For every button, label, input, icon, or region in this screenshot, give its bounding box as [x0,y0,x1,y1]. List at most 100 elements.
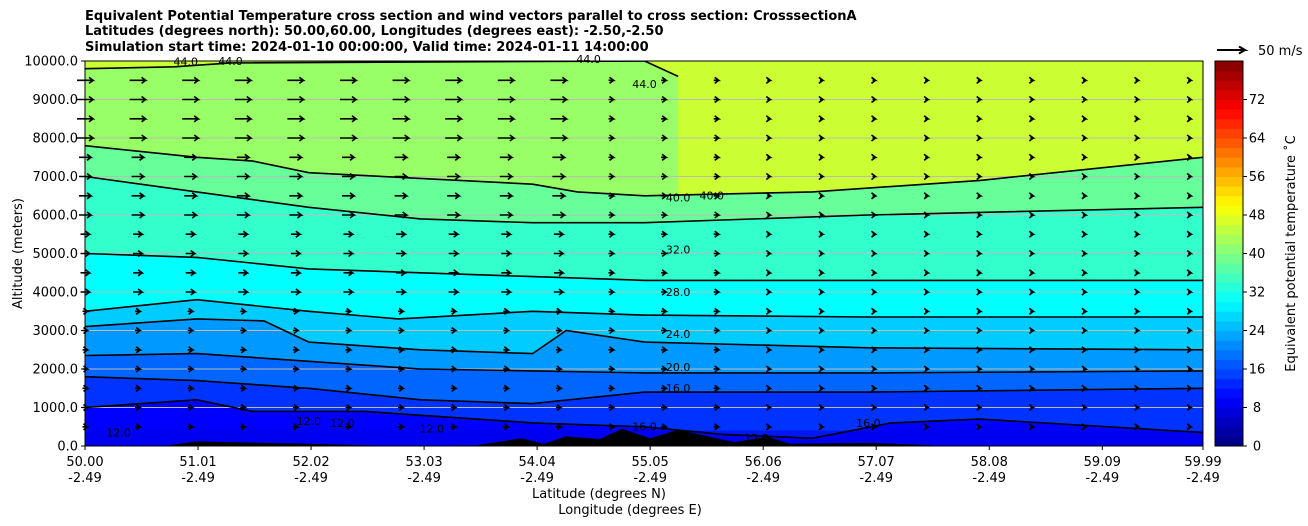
wind-vector [818,76,826,84]
wind-vector [661,192,669,200]
wind-vector [1081,115,1089,123]
wind-vector [240,423,248,431]
wind-vector [234,115,254,123]
contour-lines [85,61,1203,440]
wind-vector [342,153,357,161]
wind-vector [398,346,406,354]
wind-vector [1028,423,1036,431]
wind-vector [1081,172,1089,181]
wind-vector [184,192,199,200]
wind-vector [976,115,984,123]
colorbar-segment [1215,397,1243,409]
wind-vector [345,346,353,354]
wind-vector [499,153,515,161]
y-tick-label: 8000.0 [33,132,79,147]
wind-vector [1081,249,1089,258]
wind-vector [976,307,984,315]
contour-line-40 [85,144,1203,197]
colorbar-tick-label: 48 [1249,209,1266,224]
colorbar-segment [1215,176,1243,187]
wind-vector [1081,423,1089,431]
wind-vector [871,172,878,181]
wind-vector [292,346,301,354]
wind-vector [396,249,408,258]
contour-line-28 [85,298,1203,320]
wind-vector [818,346,826,354]
contour-label: 40.0 [699,190,724,203]
wind-vector [499,211,515,219]
y-tick-label: 6000.0 [33,209,79,224]
wind-vector [1134,211,1141,219]
wind-vector [292,384,301,392]
wind-vector [133,269,145,277]
wind-vector [818,307,826,315]
wind-vector [236,211,252,219]
wind-vector [608,172,616,181]
wind-vector [765,249,773,258]
wind-vector [713,269,722,277]
contour-label: 40.0 [666,192,691,205]
wind-vector [923,249,931,258]
colorbar-segment [1215,359,1243,370]
wind-vector [1134,134,1141,142]
wind-vector [1186,307,1194,315]
wind-vector [661,211,669,219]
wind-vector [289,153,304,161]
colorbar-segment [1215,80,1243,91]
wind-vector [396,230,408,238]
wind-vector [608,249,616,258]
y-tick-label: 9000.0 [33,93,79,108]
wind-vector [1134,172,1141,181]
wind-vector [923,365,931,373]
colorbar-segment [1215,330,1243,341]
wind-vector [80,230,92,238]
colorbar-segment [1215,99,1243,110]
wind-vector [818,211,826,219]
wind-vector [447,153,462,161]
wind-vector [608,423,616,431]
wind-vector [184,172,199,181]
colorbar-segment [1215,301,1243,312]
wind-vector [818,288,826,296]
wind-vector [871,249,878,258]
colorbar-tick-label: 72 [1249,93,1266,108]
wind-vector [976,95,984,104]
wind-vector [450,403,459,412]
x-tick-label-lat: 59.09 [1084,455,1121,470]
y-axis: 0.0 1000.0 2000.0 3000.0 4000.0 5000.0 6000.0 7… [11,55,85,455]
quiver-key-arrow [1217,45,1249,55]
wind-vector [135,384,143,392]
y-tick-label: 7000.0 [33,170,79,185]
wind-vector [1134,326,1141,335]
wind-vector [713,230,722,238]
wind-vector [343,269,355,277]
colorbar-segment [1215,436,1243,447]
wind-vector [133,249,145,258]
filled-contours [85,61,1203,446]
wind-vector [131,172,146,181]
wind-vector [290,269,303,277]
wind-vector [608,115,616,123]
wind-vector [240,307,248,315]
wind-vector [871,134,878,142]
wind-vector [923,326,931,335]
wind-vector [713,288,722,296]
wind-vector [713,95,722,104]
wind-vector [661,326,669,335]
wind-vector [1028,134,1036,142]
wind-vector [501,230,513,238]
wind-vector [447,172,462,181]
x-tick-label-lon: -2.49 [972,471,1006,486]
wind-vector [392,115,411,123]
wind-vector [182,76,201,84]
wind-vector [448,269,461,277]
colorbar: 0 8 16 24 32 40 48 56 64 72 Equivalent potential t… [1214,60,1299,455]
wind-vector [550,76,569,84]
wind-vector [131,192,146,200]
wind-vector [661,307,669,315]
wind-vector [1028,365,1036,373]
wind-vector [240,403,248,412]
contour-label: 12.0 [106,426,131,439]
wind-vector [871,288,878,296]
